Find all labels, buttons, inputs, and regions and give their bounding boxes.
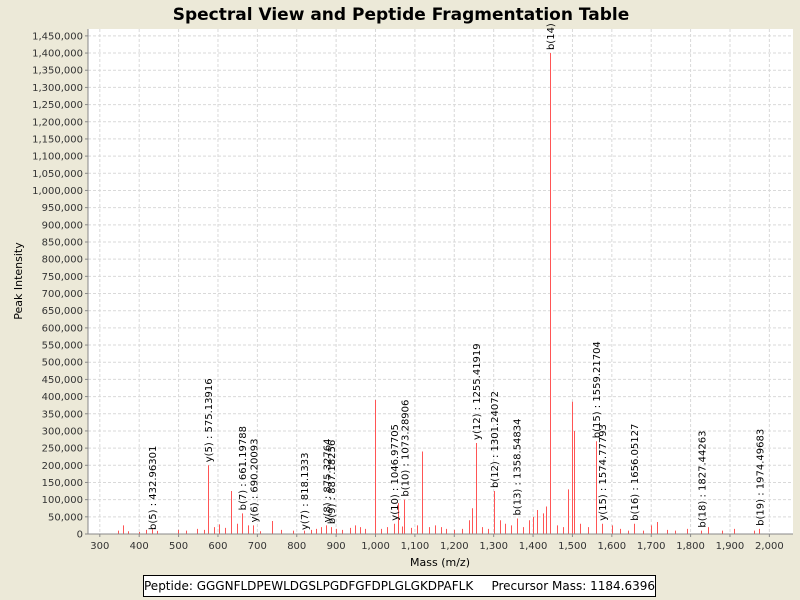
peptide-sequence: Peptide: GGGNFLDPEWLDGSLPGDFGFDPLGLGKDPA… (144, 579, 474, 593)
y-tick-label: 200,000 (42, 461, 83, 472)
x-tick-label: 900 (327, 541, 346, 552)
x-tick-label: 400 (130, 541, 149, 552)
y-tick-label: 150,000 (42, 478, 83, 489)
x-axis-label: Mass (m/z) (410, 556, 470, 569)
peak-annotation-label: y(6) : 690.20093 (249, 439, 260, 523)
y-tick-label: 650,000 (42, 306, 83, 317)
x-tick-label: 1,500 (558, 541, 587, 552)
peak-annotation-label: y(5) : 575.13916 (204, 378, 215, 462)
y-tick-label: 1,350,000 (32, 66, 83, 77)
y-tick-label: 400,000 (42, 392, 83, 403)
peak-annotation-label: y(7) : 818.1333 (300, 452, 311, 530)
x-tick-label: 1,600 (598, 541, 627, 552)
x-tick-label: 1,200 (440, 541, 469, 552)
peak-annotation-label: y(8) : 875.32764 (322, 439, 333, 523)
peptide-info-box: Peptide: GGGNFLDPEWLDGSLPGDFGFDPLGLGKDPA… (143, 575, 656, 597)
y-tick-label: 1,150,000 (32, 134, 83, 145)
chart-title: Spectral View and Peptide Fragmentation … (173, 5, 630, 25)
x-tick-label: 600 (208, 541, 227, 552)
x-tick-label: 1,800 (676, 541, 705, 552)
peak-annotation-label: b(5) : 432.96301 (148, 446, 159, 530)
peak-annotation-label: b(16) : 1656.05127 (630, 424, 641, 521)
y-tick-label: 1,250,000 (32, 100, 83, 111)
peak-annotation-label: b(12) : 1301.24072 (490, 391, 501, 488)
y-tick-label: 700,000 (42, 289, 83, 300)
peak-annotation-label: b(14) (546, 23, 557, 50)
y-axis-label: Peak Intensity (12, 242, 25, 320)
y-tick-label: 800,000 (42, 255, 83, 266)
gridlines (88, 29, 793, 534)
x-tick-label: 1,700 (637, 541, 666, 552)
y-tick-label: 600,000 (42, 323, 83, 334)
y-tick-label: 1,200,000 (32, 117, 83, 128)
x-tick-label: 1,400 (519, 541, 548, 552)
peak-annotations: b(5) : 432.96301 y(5) : 575.13916 b(7) : 6… (148, 23, 766, 530)
x-tick-label: 300 (90, 541, 109, 552)
peaks (118, 53, 760, 534)
peak-annotation-label: b(9) : 887.18256 (327, 440, 338, 524)
peak-annotation-label: y(10) : 1046.97705 (390, 424, 401, 521)
peak-annotation-label: b(7) : 661.19788 (238, 426, 249, 510)
y-tick-label: 300,000 (42, 426, 83, 437)
plot-area (88, 29, 793, 534)
x-tick-label: 700 (248, 541, 267, 552)
peak-annotation-label: b(10) : 1073.28906 (400, 400, 411, 497)
precursor-mass: Precursor Mass: 1184.6396 (491, 579, 655, 593)
y-tick-label: 500,000 (42, 358, 83, 369)
y-tick-label: 350,000 (42, 409, 83, 420)
peak-annotation-label: b(19) : 1974.49683 (755, 429, 766, 526)
peak-annotation-label: y(12) : 1255.41919 (472, 343, 483, 440)
y-tick-label: 100,000 (42, 495, 83, 506)
y-tick-label: 1,050,000 (32, 169, 83, 180)
y-tick-label: 50,000 (48, 512, 83, 523)
peak-annotation-label: y(15) : 1574.77793 (598, 424, 609, 521)
peak-annotation-label: b(15) : 1559.21704 (592, 341, 603, 438)
x-axis-ticks: 300 400 500 600 700 800 900 1,000 1,100 1,200 1,30… (90, 534, 784, 552)
x-tick-label: 1,000 (361, 541, 390, 552)
y-tick-label: 250,000 (42, 444, 83, 455)
y-tick-label: 450,000 (42, 375, 83, 386)
y-tick-label: 1,000,000 (32, 186, 83, 197)
x-tick-label: 800 (287, 541, 306, 552)
y-axis-ticks: 0 50,000 100,000 150,000 200,000 250,000 300,0… (32, 31, 88, 541)
x-tick-label: 1,300 (479, 541, 508, 552)
y-tick-label: 550,000 (42, 341, 83, 352)
peak-annotation-label: b(18) : 1827.44263 (697, 431, 708, 528)
peak-annotation-label: b(13) : 1358.54834 (513, 418, 524, 515)
x-tick-label: 500 (169, 541, 188, 552)
y-tick-label: 1,450,000 (32, 31, 83, 42)
y-tick-label: 750,000 (42, 272, 83, 283)
y-tick-label: 950,000 (42, 203, 83, 214)
y-tick-label: 850,000 (42, 237, 83, 248)
y-tick-label: 1,100,000 (32, 152, 83, 163)
x-tick-label: 1,100 (401, 541, 430, 552)
x-tick-label: 2,000 (755, 541, 784, 552)
y-tick-label: 0 (77, 530, 83, 541)
y-tick-label: 1,400,000 (32, 49, 83, 60)
x-tick-label: 1,900 (716, 541, 745, 552)
y-tick-label: 1,300,000 (32, 83, 83, 94)
y-tick-label: 900,000 (42, 220, 83, 231)
